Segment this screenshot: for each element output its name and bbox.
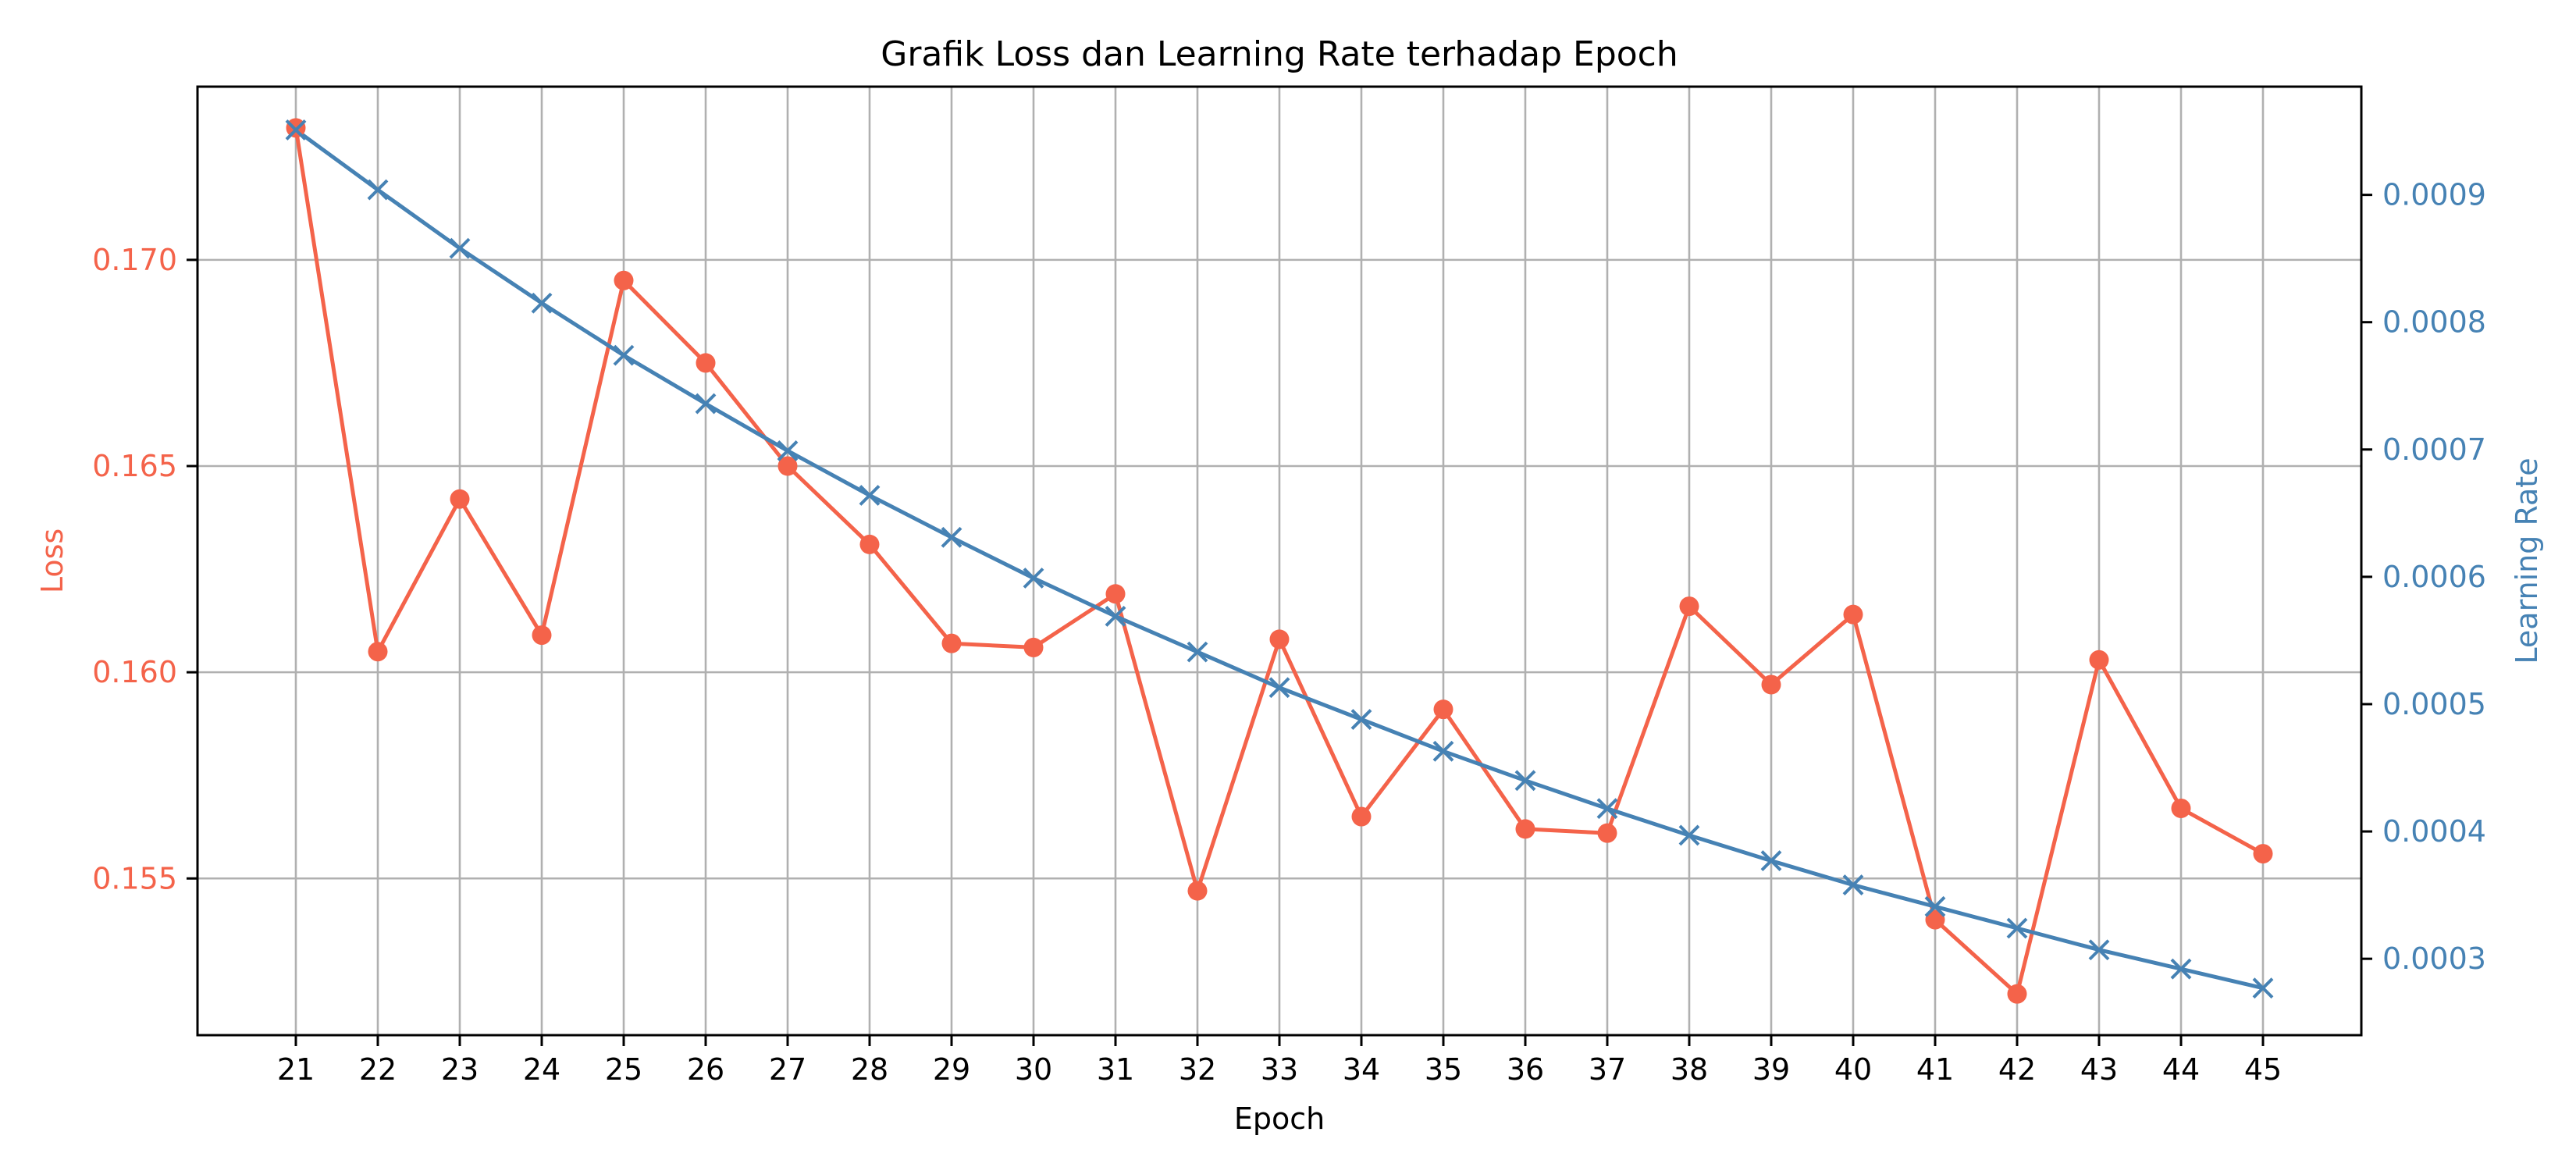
x-tick-label: 45: [2244, 1052, 2282, 1087]
series-1-point: [1433, 699, 1453, 720]
left-y-tick-label: 0.170: [92, 243, 177, 277]
x-tick-label: 44: [2162, 1052, 2200, 1087]
series-2-point: [2170, 958, 2192, 980]
series-1-point: [2007, 984, 2027, 1004]
series-1-point: [1843, 604, 1863, 625]
series-1-point: [1679, 596, 1699, 617]
series-1-point: [1925, 909, 1945, 930]
series-1-point: [941, 633, 962, 653]
series-1-point: [1597, 823, 1617, 843]
right-y-tick-label: 0.0008: [2382, 305, 2486, 340]
x-axis-label: Epoch: [1234, 1102, 1325, 1136]
x-tick-label: 23: [441, 1052, 479, 1087]
x-tick-label: 38: [1670, 1052, 1708, 1087]
left-y-tick-label: 0.160: [92, 655, 177, 689]
series-2-point: [1432, 740, 1454, 762]
left-y-axis: 0.155 0.160 0.165 0.170: [92, 243, 197, 895]
right-y-tick-label: 0.0004: [2382, 814, 2486, 849]
series-1-point: [696, 353, 716, 373]
x-tick-label: 43: [2080, 1052, 2118, 1087]
x-tick-label: 37: [1589, 1052, 1626, 1087]
right-y-tick-label: 0.0005: [2382, 687, 2486, 721]
x-tick-label: 36: [1507, 1052, 1544, 1087]
x-tick-label: 28: [851, 1052, 888, 1087]
x-tick-label: 27: [769, 1052, 806, 1087]
series-2-point: [777, 440, 799, 461]
left-y-axis-label: Loss: [35, 529, 69, 593]
series-2-point: [1596, 798, 1618, 820]
series-2-point: [1350, 709, 1372, 730]
right-y-tick-label: 0.0003: [2382, 941, 2486, 976]
series-1-point: [1187, 881, 1208, 901]
series-1-point: [1105, 584, 1126, 604]
x-tick-label: 22: [359, 1052, 397, 1087]
series-2-point: [2252, 977, 2274, 999]
left-y-tick-label: 0.165: [92, 449, 177, 483]
series-1-point: [2089, 650, 2109, 670]
x-tick-label: 34: [1343, 1052, 1380, 1087]
series-2-point: [613, 344, 635, 366]
series-1-point: [1269, 629, 1290, 650]
x-tick-label: 35: [1425, 1052, 1462, 1087]
right-y-axis: 0.0003 0.0004 0.0005 0.0006 0.0007 0.0008 0.00…: [2361, 178, 2486, 976]
series-1-point: [532, 625, 552, 646]
series-2-point: [695, 393, 717, 415]
series-markers: [285, 118, 2274, 1004]
series-2-point: [1842, 874, 1864, 895]
series-1-point: [1761, 674, 1781, 695]
series-1-point: [777, 456, 798, 476]
grid: [197, 87, 2361, 1035]
x-tick-label: 42: [1998, 1052, 2036, 1087]
series-2-point: [1924, 895, 1946, 917]
series-1-point: [2171, 798, 2191, 818]
series-2-point: [531, 292, 553, 314]
series-1-point: [1515, 819, 1535, 839]
series-1-point: [1351, 806, 1372, 827]
right-y-tick-label: 0.0009: [2382, 178, 2486, 212]
series-2-point: [1678, 824, 1700, 846]
x-tick-label: 30: [1015, 1052, 1052, 1087]
x-tick-label: 39: [1752, 1052, 1790, 1087]
chart-title: Grafik Loss dan Learning Rate terhadap E…: [881, 34, 1678, 74]
x-tick-label: 25: [605, 1052, 642, 1087]
series-2-point: [1105, 606, 1126, 627]
series-2-point: [2088, 939, 2110, 961]
right-y-tick-label: 0.0007: [2382, 432, 2486, 467]
x-tick-label: 24: [523, 1052, 560, 1087]
series-2-point: [859, 485, 881, 506]
x-tick-label: 32: [1179, 1052, 1216, 1087]
series-1-point: [859, 534, 880, 554]
x-tick-label: 29: [933, 1052, 970, 1087]
series-2-point: [1187, 641, 1208, 663]
series-2-point: [285, 119, 307, 141]
series-2-point: [1514, 770, 1536, 792]
x-tick-label: 33: [1261, 1052, 1298, 1087]
x-tick-label: 31: [1097, 1052, 1134, 1087]
series-1-point: [614, 270, 634, 290]
right-y-tick-label: 0.0006: [2382, 560, 2486, 594]
x-tick-label: 26: [687, 1052, 724, 1087]
series-1-point: [2253, 844, 2273, 864]
series-2-point: [367, 179, 389, 201]
series-2-point: [1023, 568, 1044, 589]
series-2-point: [1268, 677, 1290, 699]
x-axis: 21 22 23 24 25 26 27 28 29 30 31 32 33 34 35 36 37 38 39 40…: [277, 1035, 2282, 1087]
series-2-point: [1760, 850, 1782, 871]
left-y-tick-label: 0.155: [92, 861, 177, 895]
series-2-point: [941, 526, 962, 548]
series-1-point: [450, 489, 470, 509]
x-tick-label: 21: [277, 1052, 315, 1087]
series-2-point: [449, 237, 471, 259]
x-tick-label: 40: [1834, 1052, 1872, 1087]
x-tick-label: 41: [1916, 1052, 1954, 1087]
series-1-point: [368, 642, 388, 662]
series-2-point: [2006, 917, 2028, 939]
series-1-point: [1023, 637, 1044, 657]
right-y-axis-label: Learning Rate: [2510, 457, 2544, 664]
